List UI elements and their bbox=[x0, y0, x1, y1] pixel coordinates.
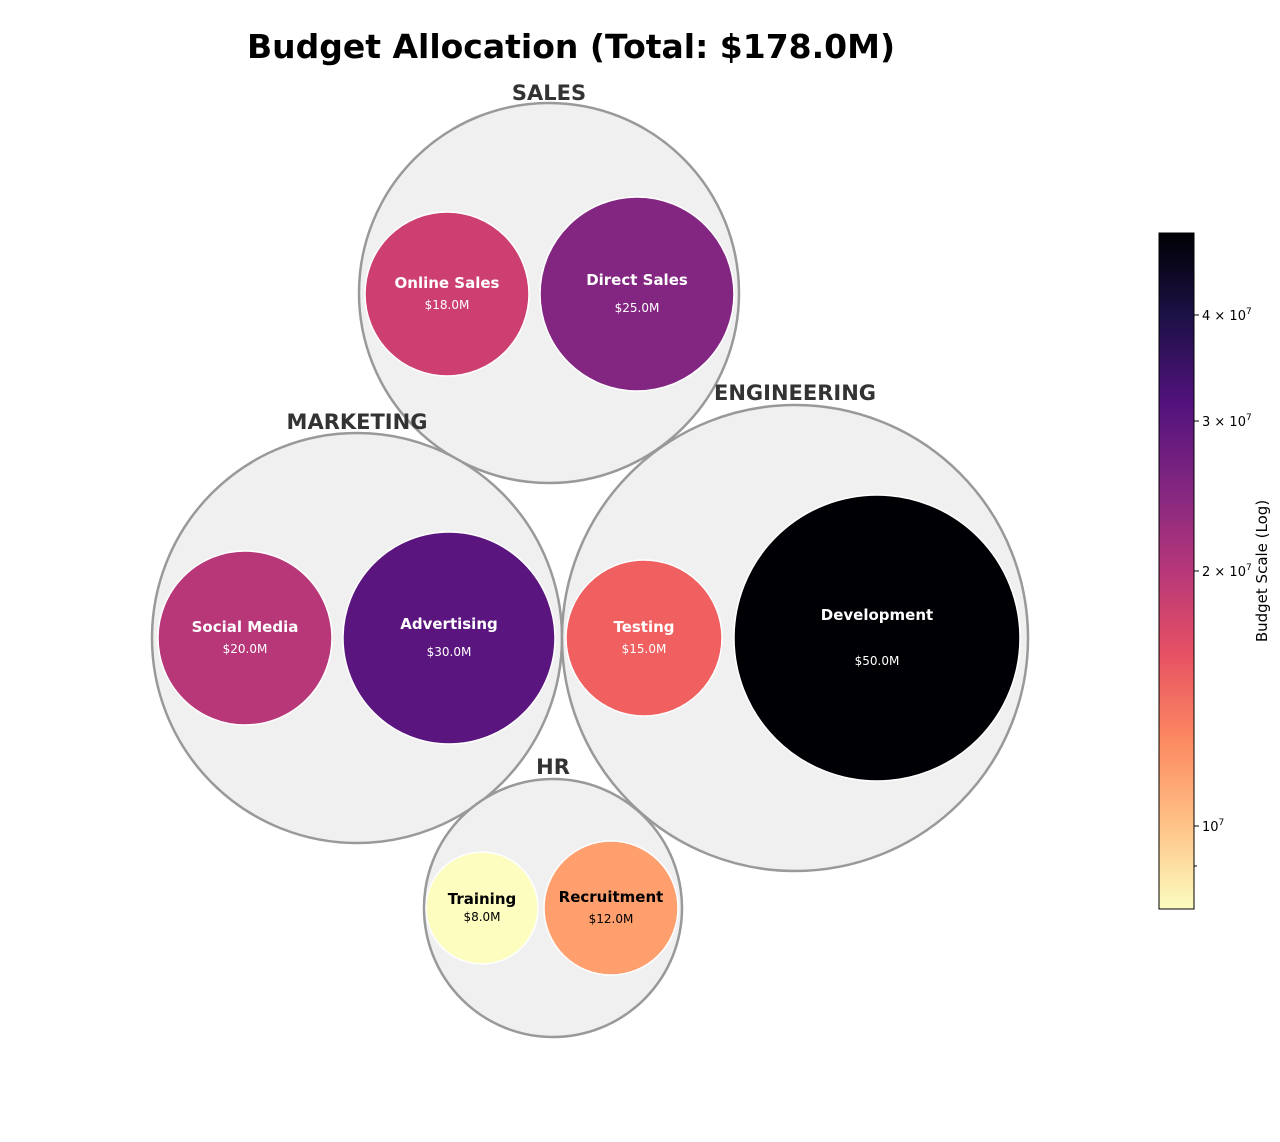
bubble-value: $15.0M bbox=[622, 642, 667, 656]
bubble-label: Testing bbox=[613, 618, 674, 636]
bubble-value: $50.0M bbox=[855, 654, 900, 668]
group-labels-layer: SALES MARKETING ENGINEERING HR bbox=[287, 81, 876, 779]
colorbar-ticks: 107 2 × 107 3 × 107 4 × 107 bbox=[1194, 307, 1252, 867]
bubble-online-sales: Online Sales $18.0M bbox=[364, 211, 530, 377]
bubble-label: Online Sales bbox=[395, 274, 500, 292]
group-marketing: Social Media $20.0M Advertising $30.0M bbox=[150, 431, 564, 845]
bubble-circle-online-sales bbox=[364, 211, 530, 377]
bubble-label: Development bbox=[821, 606, 933, 624]
colorbar-tick-label: 4 × 107 bbox=[1202, 307, 1252, 324]
bubble-advertising: Advertising $30.0M bbox=[342, 531, 556, 745]
chart-title: Budget Allocation (Total: $178.0M) bbox=[247, 27, 895, 66]
bubble-value: $25.0M bbox=[615, 301, 660, 315]
group-label-sales: SALES bbox=[512, 81, 586, 105]
groups-layer: Online Sales $18.0M Direct Sales $25.0M Soci… bbox=[150, 101, 1030, 1039]
group-sales: Online Sales $18.0M Direct Sales $25.0M bbox=[357, 101, 741, 485]
colorbar-tick-label: 2 × 107 bbox=[1202, 563, 1252, 580]
bubble-label: Direct Sales bbox=[586, 271, 688, 289]
bubble-value: $8.0M bbox=[463, 910, 500, 924]
colorbar-tick-label: 3 × 107 bbox=[1202, 413, 1252, 430]
bubble-recruitment: Recruitment $12.0M bbox=[543, 840, 679, 976]
bubble-circle-direct-sales bbox=[539, 196, 735, 392]
group-label-marketing: MARKETING bbox=[287, 410, 428, 434]
colorbar-label: Budget Scale (Log) bbox=[1253, 500, 1271, 642]
bubble-label: Recruitment bbox=[559, 888, 664, 906]
bubble-label: Training bbox=[448, 890, 516, 908]
bubble-value: $30.0M bbox=[427, 645, 472, 659]
bubble-circle-advertising bbox=[342, 531, 556, 745]
bubble-direct-sales: Direct Sales $25.0M bbox=[539, 196, 735, 392]
group-label-engineering: ENGINEERING bbox=[714, 381, 876, 405]
bubble-testing: Testing $15.0M bbox=[565, 559, 723, 717]
bubble-development: Development $50.0M bbox=[733, 494, 1021, 782]
colorbar: 107 2 × 107 3 × 107 4 × 107 Budget Scale (L… bbox=[1158, 232, 1271, 910]
colorbar-tick-label: 107 bbox=[1202, 818, 1224, 835]
bubble-circle-development bbox=[733, 494, 1021, 782]
bubble-value: $20.0M bbox=[223, 642, 268, 656]
bubble-circle-training bbox=[425, 851, 539, 965]
bubble-social-media: Social Media $20.0M bbox=[157, 550, 333, 726]
group-engineering: Testing $15.0M Development $50.0M bbox=[560, 403, 1030, 873]
bubble-value: $18.0M bbox=[425, 298, 470, 312]
colorbar-gradient bbox=[1158, 232, 1195, 910]
bubble-value: $12.0M bbox=[589, 912, 634, 926]
bubble-training: Training $8.0M bbox=[425, 851, 539, 965]
bubble-circle-recruitment bbox=[543, 840, 679, 976]
bubble-label: Advertising bbox=[400, 615, 498, 633]
group-label-hr: HR bbox=[536, 755, 570, 779]
group-hr: Training $8.0M Recruitment $12.0M bbox=[422, 777, 684, 1039]
bubble-circle-social-media bbox=[157, 550, 333, 726]
bubble-circle-testing bbox=[565, 559, 723, 717]
bubble-label: Social Media bbox=[192, 618, 299, 636]
